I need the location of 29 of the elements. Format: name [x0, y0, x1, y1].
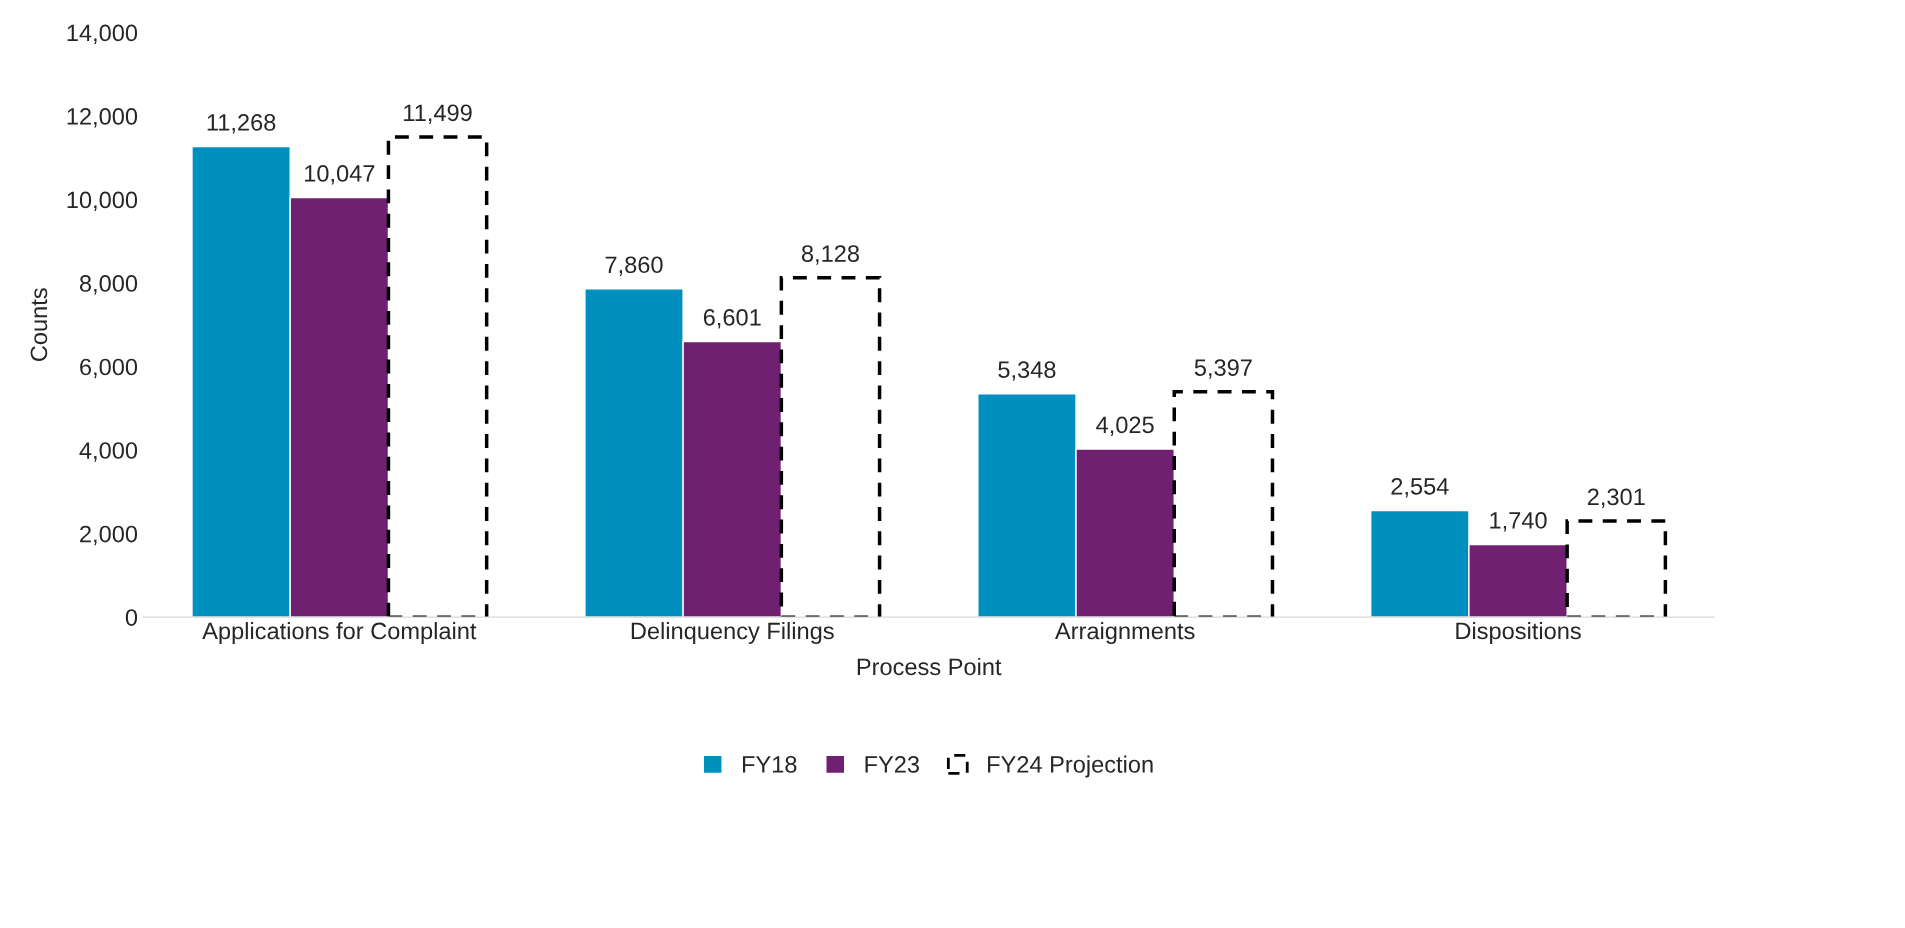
y-tick-label: 12,000 [67, 108, 138, 128]
y-tick-label: 0 [125, 609, 138, 626]
data-label: 5,348 [998, 361, 1056, 381]
data-label: 2,554 [1391, 477, 1449, 498]
data-label: 11,499 [404, 104, 472, 124]
data-label: 11,268 [207, 114, 276, 134]
data-label: 8,128 [801, 245, 859, 265]
y-tick-label: 6,000 [80, 358, 138, 379]
data-label: 2,301 [1587, 488, 1645, 509]
y-tick-label: 8,000 [79, 275, 138, 295]
data-label: 6,601 [703, 308, 761, 329]
y-axis-title: Counts [30, 288, 48, 361]
data-label: 5,397 [1194, 359, 1252, 379]
x-tick-label: Applications for Complaint [202, 621, 477, 644]
x-tick-label: Delinquency Filings [631, 621, 834, 644]
data-label: 1,740 [1490, 511, 1547, 532]
x-axis-title: Process Point [857, 657, 1002, 676]
y-tick-label: 10,000 [67, 191, 138, 212]
data-label: 7,860 [605, 256, 663, 276]
data-label: 10,047 [305, 165, 375, 185]
y-tick-label: 2,000 [80, 525, 138, 546]
legend-label: FY24 Projection [988, 755, 1153, 778]
x-tick-label: Arraignments [1054, 621, 1195, 644]
legend-label: FY18 [742, 756, 797, 773]
y-tick-label: 4,000 [79, 442, 138, 462]
legend-label: FY23 [865, 756, 919, 773]
x-tick-label: Dispositions [1456, 621, 1581, 644]
data-label: 4,025 [1096, 416, 1154, 437]
y-tick-label: 14,000 [67, 24, 138, 45]
